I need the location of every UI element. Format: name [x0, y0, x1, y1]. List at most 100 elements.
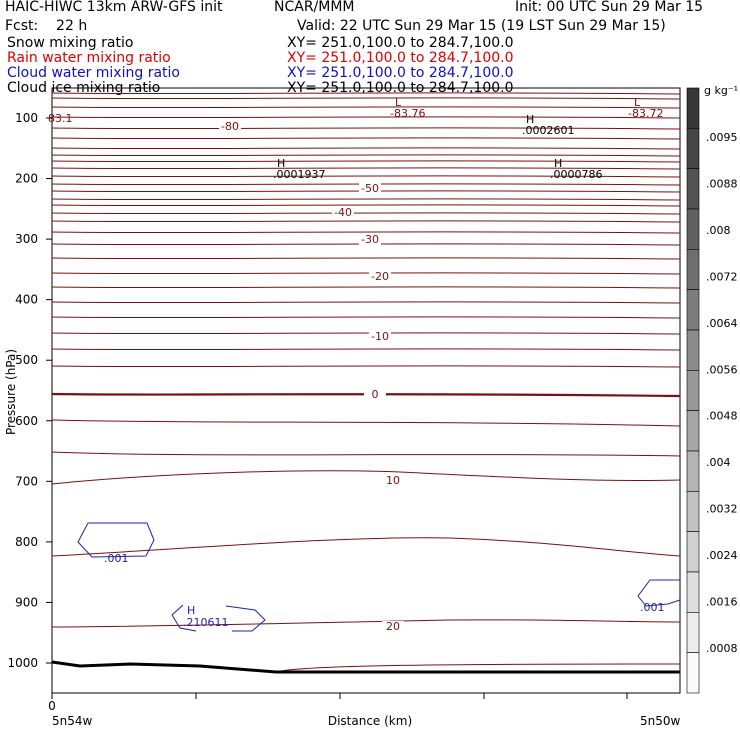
high-value: .0001937: [273, 168, 326, 181]
field-rain-xy: XY= 251.0,100.0 to 284.7,100.0: [287, 50, 514, 66]
forecast-label: Fcst: 22 h: [5, 18, 88, 34]
colorbar-cell: [686, 208, 700, 250]
colorbar-label: .0016: [706, 596, 738, 609]
isotherm: [51, 92, 681, 95]
y-tick-label: 400: [15, 293, 38, 307]
cloud-water-labels: .001 .001: [104, 552, 665, 614]
isotherm: [51, 106, 681, 109]
isotherm: [51, 348, 681, 351]
isotherm-label-bg: [332, 207, 354, 219]
isotherm-label-bg: [219, 121, 241, 133]
valid-label: Valid: 22 UTC Sun 29 Mar 15 (19 LST Sun …: [297, 18, 666, 34]
colorbar-cell: [686, 128, 700, 169]
cloud-water-contours: [77, 522, 681, 632]
isotherm-label-bg: [364, 389, 386, 401]
isotherm-label-bg: [369, 271, 391, 283]
x-tick-zero: 0: [48, 699, 56, 713]
isotherm: [51, 231, 681, 234]
temperature-contour-labels: -80 -50 -40 -30 -20 -10 0 10 20: [219, 120, 404, 633]
isotherm: [51, 470, 681, 485]
isotherm-label: -40: [334, 206, 352, 219]
colorbar-label: .0088: [706, 177, 738, 190]
y-tick-label: 1000: [7, 656, 38, 670]
cloud-water-label: .001: [640, 601, 665, 614]
isotherm: [51, 365, 681, 368]
isotherm: [51, 257, 681, 260]
isotherm: [51, 183, 681, 186]
colorbar-cell: [686, 571, 700, 613]
y-tick-label: 900: [15, 595, 38, 609]
high-value: .0000786: [550, 168, 603, 181]
isotherm: [51, 204, 681, 207]
isotherm: [51, 147, 681, 150]
isotherm: [51, 301, 681, 304]
colorbar-cell: [686, 329, 700, 371]
isotherm: [51, 619, 681, 628]
colorbar-label: .0095: [706, 131, 738, 144]
colorbar-cell: [686, 168, 700, 210]
y-tick-label: 700: [15, 474, 38, 488]
extrema-markers: L -83.76 L -83.72 H .0002601 H .0001937 …: [48, 96, 663, 629]
colorbar-cell: [686, 612, 700, 653]
isotherm: [51, 220, 681, 223]
isotherm-label-bg: [359, 234, 381, 246]
isotherm-label: -50: [361, 182, 379, 195]
y-tick-label: 100: [15, 111, 38, 125]
field-cloudwater-name: Cloud water mixing ratio: [7, 65, 180, 81]
isotherm-label: 20: [386, 620, 400, 633]
colorbar-label: .008: [706, 224, 731, 237]
isotherm: [51, 198, 681, 201]
isotherm: [51, 451, 681, 457]
isotherm-label-bg: [369, 331, 391, 343]
isotherm: [51, 419, 681, 427]
colorbar-cell: [686, 289, 700, 331]
y-tick-label: 800: [15, 535, 38, 549]
y-tick-label: 600: [15, 414, 38, 428]
isotherm-label-bg: [382, 475, 404, 487]
isotherm-label: -10: [371, 330, 389, 343]
colorbar-label: .0056: [706, 363, 738, 376]
low-marker: L: [395, 96, 402, 109]
cloud-water-contour-left: [77, 522, 155, 558]
isotherm: [51, 316, 681, 319]
colorbar-label: .0048: [706, 410, 738, 423]
isotherm: [51, 175, 681, 178]
high-value: .210611: [183, 616, 229, 629]
pressure-axis: 100 200 300 400 500 600 700 800 900 1000: [7, 111, 52, 670]
high-marker: H: [554, 157, 562, 170]
high-marker: H: [187, 604, 195, 617]
isotherm: [51, 272, 681, 275]
low-marker: L: [634, 96, 641, 109]
isotherm-label: -30: [361, 233, 379, 246]
colorbar-unit: g kg⁻¹: [704, 84, 738, 97]
colorbar-cell: [686, 370, 700, 411]
isotherm: [51, 160, 681, 163]
low-value: -83.72: [628, 107, 663, 120]
colorbar-cell: [686, 249, 700, 290]
right-endpoint-label: 5n50w: [640, 714, 681, 728]
colorbar-cell: [686, 491, 700, 532]
edge-label: 83.1: [48, 112, 73, 125]
y-tick-label: 200: [15, 172, 38, 186]
colorbar-label: .0024: [706, 549, 738, 562]
model-title: HAIC-HIWC 13km ARW-GFS init: [5, 0, 223, 15]
isotherm: [51, 190, 681, 193]
isotherm: [51, 154, 681, 157]
colorbar-cell: [686, 652, 700, 694]
cloud-water-contour-mid: [171, 604, 266, 632]
colorbar-label: .0072: [706, 270, 738, 283]
cloud-water-contour-right: [637, 579, 681, 607]
high-value: .0002601: [522, 124, 575, 137]
low-value: -83.76: [390, 107, 425, 120]
field-rain-name: Rain water mixing ratio: [7, 50, 171, 66]
colorbar-cell: [686, 87, 700, 129]
field-snow-xy: XY= 251.0,100.0 to 284.7,100.0: [287, 35, 514, 51]
y-axis-label: Pressure (hPa): [4, 349, 18, 435]
colorbar-cell: [686, 450, 700, 492]
high-marker: H: [526, 113, 534, 126]
y-tick-label: 500: [15, 353, 38, 367]
colorbar-label: .0064: [706, 317, 738, 330]
isotherm: [51, 332, 681, 335]
x-axis-label: Distance (km): [328, 714, 412, 728]
